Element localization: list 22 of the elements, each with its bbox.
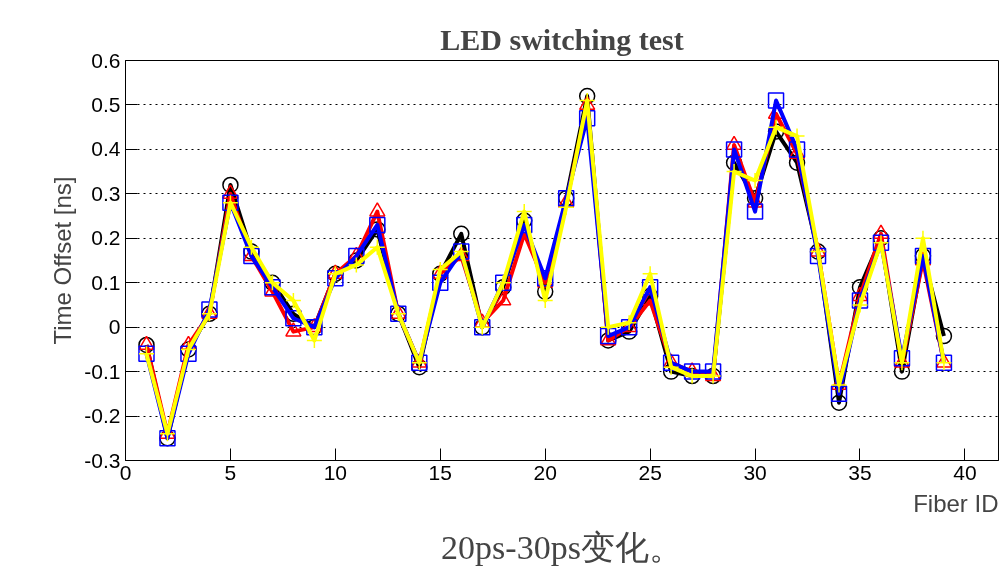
x-tick-label: 15 xyxy=(428,460,452,484)
x-tick-label: 25 xyxy=(638,460,662,484)
y-tick-label: 0.2 xyxy=(91,226,121,250)
chart-title: LED switching test xyxy=(440,22,684,56)
x-tick-label: 30 xyxy=(743,460,767,484)
y-tick-label: 0.1 xyxy=(91,270,121,294)
y-axis-title: Time Offset [ns] xyxy=(49,176,77,345)
x-tick-label: 40 xyxy=(953,460,977,484)
y-tick-label: 0 xyxy=(108,315,121,339)
y-tick-label: -0.2 xyxy=(84,404,121,428)
x-tick-label: 10 xyxy=(323,460,348,484)
y-tick-label: -0.1 xyxy=(84,359,121,383)
x-tick-label: 35 xyxy=(848,460,872,484)
y-tick-label: 0.5 xyxy=(91,92,121,116)
y-tick-label: -0.3 xyxy=(84,448,121,472)
x-tick-label: 20 xyxy=(533,460,557,484)
x-axis-title: Fiber ID xyxy=(913,489,999,517)
x-tick-label: 5 xyxy=(224,460,237,484)
y-tick-label: 0.3 xyxy=(91,181,121,205)
y-tick-label: 0.6 xyxy=(91,48,121,72)
y-tick-label: 0.4 xyxy=(91,137,121,161)
text: 20ps-30ps变化。 xyxy=(441,528,683,566)
